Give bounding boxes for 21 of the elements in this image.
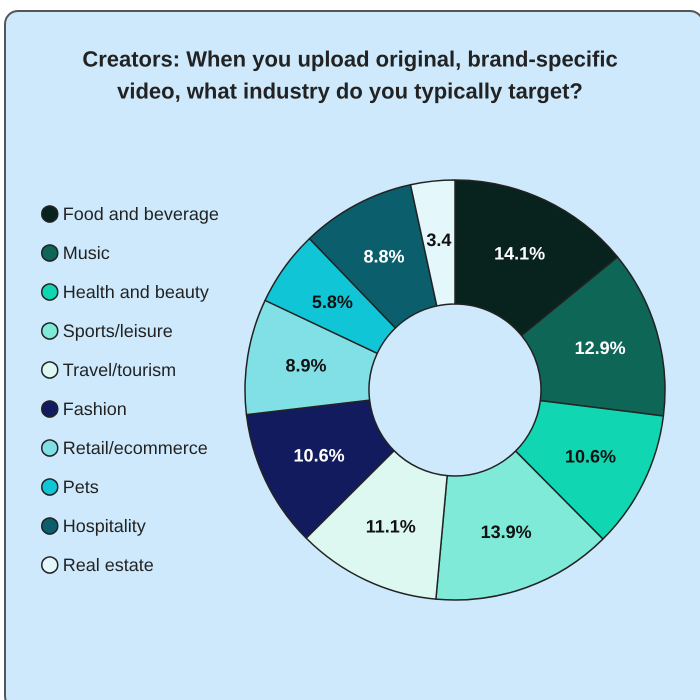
data-label: 10.6%: [294, 446, 345, 466]
data-label: 11.1%: [366, 516, 416, 537]
legend-label: Food and beverage: [62, 204, 219, 224]
data-label: 14.1%: [494, 244, 546, 264]
data-label: 13.9%: [480, 522, 532, 542]
legend-label: Travel/tourism: [62, 360, 176, 380]
legend-label: Fashion: [62, 399, 127, 419]
legend-label: Retail/ecommerce: [62, 438, 208, 458]
data-label: 8.9%: [285, 356, 326, 376]
legend-label: Music: [62, 243, 110, 263]
legend-label: Pets: [62, 477, 99, 497]
data-label: 5.8%: [312, 292, 353, 312]
data-label: 3.4: [426, 230, 452, 250]
legend-label: Real estate: [62, 555, 154, 575]
data-label: 8.8%: [363, 246, 405, 267]
data-label: 10.6%: [565, 446, 616, 467]
legend-label: Hospitality: [62, 516, 146, 536]
legend-label: Sports/leisure: [62, 321, 173, 341]
data-label: 12.9%: [574, 338, 626, 358]
chart-title: Creators: When you upload original, brand-specific video, what industry do you typically target?: [82, 46, 618, 104]
legend-label: Health and beauty: [62, 282, 209, 302]
